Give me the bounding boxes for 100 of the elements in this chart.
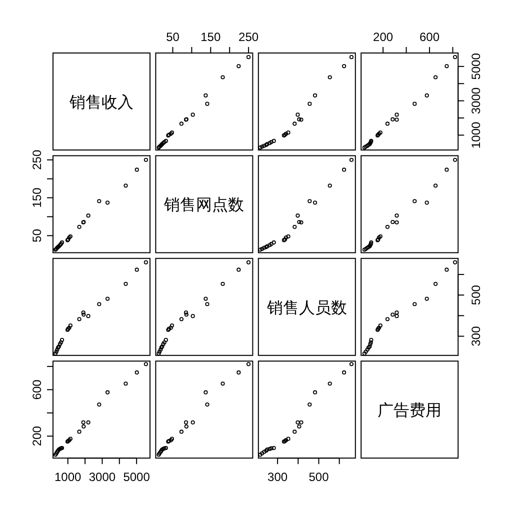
- x-tick-label: 3000: [88, 470, 116, 484]
- point: [53, 351, 58, 356]
- point: [390, 117, 395, 122]
- point: [97, 302, 102, 306]
- point: [308, 199, 312, 204]
- point: [86, 314, 90, 318]
- point: [368, 340, 373, 344]
- point: [236, 268, 241, 272]
- point: [366, 346, 371, 350]
- point: [308, 102, 312, 106]
- point: [364, 350, 368, 354]
- point: [286, 436, 290, 441]
- point: [378, 323, 382, 328]
- text: 广告费用: [378, 402, 442, 420]
- point: [444, 168, 449, 172]
- point: [424, 296, 429, 301]
- point: [246, 55, 251, 60]
- point: [385, 224, 390, 229]
- point: [262, 450, 266, 454]
- point: [246, 362, 251, 366]
- point: [160, 344, 164, 349]
- y-tick-label: 50: [30, 228, 44, 242]
- point: [286, 130, 290, 135]
- point: [282, 238, 286, 242]
- point: [77, 317, 82, 322]
- point: [376, 235, 382, 240]
- point: [77, 430, 82, 434]
- point: [184, 420, 188, 424]
- y-tick-label: 600: [30, 379, 44, 400]
- point: [156, 452, 161, 457]
- point: [269, 446, 274, 450]
- x-tick-label: 50: [166, 30, 180, 44]
- point: [412, 199, 417, 204]
- point: [81, 310, 86, 315]
- point: [58, 342, 62, 346]
- point: [368, 342, 372, 346]
- y-tick-label: 500: [469, 284, 484, 306]
- x-tick-label: 150: [200, 30, 221, 44]
- point: [168, 326, 173, 330]
- point: [164, 338, 168, 342]
- point: [162, 340, 166, 344]
- point: [134, 168, 139, 172]
- point: [292, 430, 297, 434]
- point: [342, 168, 346, 172]
- point: [349, 55, 354, 60]
- point: [282, 440, 286, 444]
- point: [328, 184, 332, 188]
- point: [424, 93, 429, 98]
- y-tick-label: 250: [30, 150, 44, 170]
- y-tick-label: 200: [30, 426, 44, 446]
- point: [54, 451, 58, 456]
- point: [68, 323, 72, 328]
- y-tick-label: 3000: [469, 87, 484, 114]
- point: [292, 224, 297, 229]
- point: [161, 342, 166, 346]
- point: [258, 452, 262, 457]
- point: [268, 140, 272, 146]
- point: [260, 246, 264, 251]
- point: [286, 234, 290, 238]
- x-tick-label: 200: [373, 30, 394, 44]
- y-tick-label: 300: [469, 326, 484, 346]
- point: [444, 64, 449, 68]
- point: [444, 268, 449, 272]
- point: [157, 350, 162, 354]
- point: [453, 158, 458, 162]
- point: [385, 122, 390, 126]
- point: [170, 130, 174, 135]
- point: [134, 370, 139, 375]
- point: [378, 234, 382, 238]
- point: [158, 348, 163, 352]
- point: [190, 420, 195, 424]
- point: [282, 237, 288, 242]
- point: [265, 447, 270, 452]
- point: [260, 451, 264, 456]
- y-tick-label: 5000: [469, 52, 484, 80]
- point: [54, 350, 58, 354]
- point: [369, 240, 374, 245]
- point: [220, 282, 225, 286]
- point: [170, 436, 174, 441]
- x-tick-label: 300: [268, 470, 288, 484]
- point: [77, 224, 82, 229]
- point: [394, 314, 399, 318]
- point: [205, 302, 210, 306]
- point: [86, 214, 90, 218]
- point: [220, 382, 225, 386]
- point: [269, 242, 274, 246]
- point: [362, 248, 367, 252]
- point: [220, 75, 225, 80]
- point: [106, 390, 110, 394]
- point: [269, 140, 274, 144]
- point: [424, 200, 429, 205]
- point: [296, 112, 300, 117]
- point: [68, 234, 72, 238]
- point: [272, 240, 276, 245]
- point: [168, 132, 173, 136]
- point: [68, 436, 72, 441]
- point: [297, 424, 302, 429]
- point: [164, 138, 168, 144]
- point: [328, 382, 332, 386]
- point: [378, 130, 382, 135]
